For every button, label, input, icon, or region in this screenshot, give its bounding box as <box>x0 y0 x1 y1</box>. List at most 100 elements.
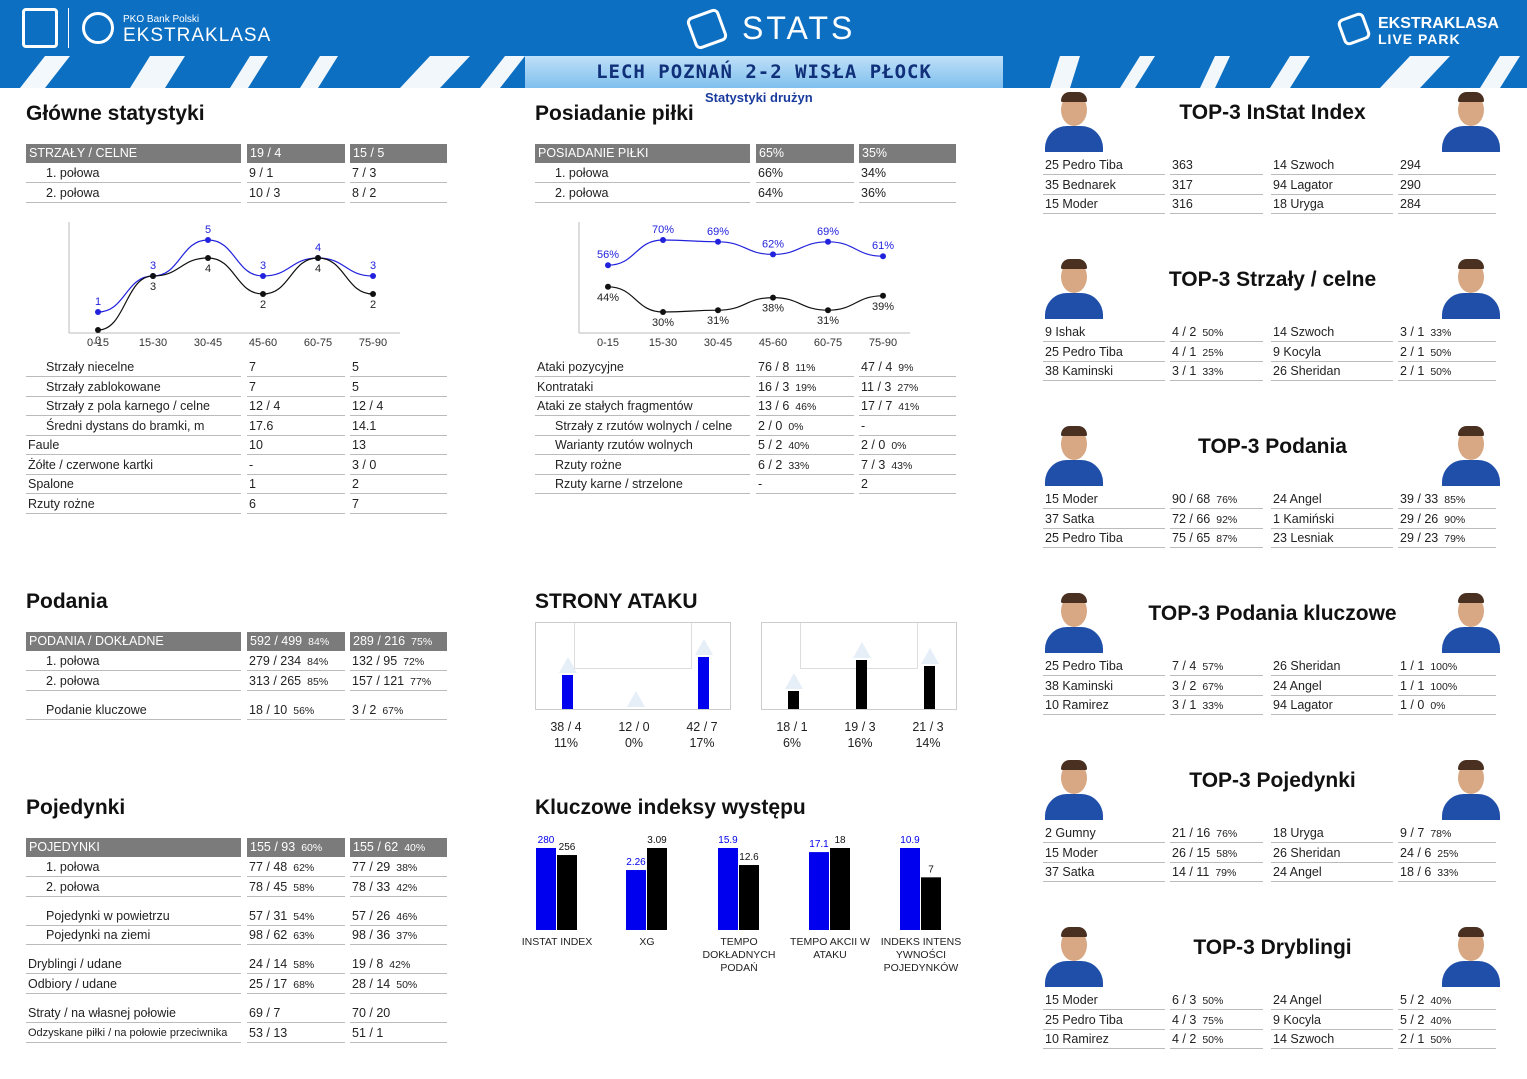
player-name: 26 Sheridan <box>1271 362 1393 381</box>
x-tick-label: 0-15 <box>597 337 619 349</box>
player-value: 1 / 1 100% <box>1398 677 1496 696</box>
header-away: 155 / 62 40% <box>350 838 447 857</box>
arrow-icon <box>695 639 713 655</box>
row-label: Rzuty rożne <box>535 456 750 475</box>
row-percent: 25% <box>1437 847 1459 860</box>
divider <box>68 8 69 48</box>
bar-category-label: DOKŁADNYCH <box>703 949 776 961</box>
row-away: 34% <box>859 164 956 183</box>
row-percent: 38% <box>396 862 418 874</box>
data-point <box>660 237 666 243</box>
player-name: 23 Lesniak <box>1271 529 1393 548</box>
data-point <box>205 255 211 261</box>
top-banner <box>0 0 1527 56</box>
row-away: 36% <box>859 184 956 203</box>
header-away: 289 / 216 75% <box>350 632 447 651</box>
row-away: 12 / 4 <box>350 397 447 416</box>
player-name: 9 Kocyla <box>1271 343 1393 362</box>
row-percent: 57% <box>1202 661 1224 673</box>
row-away: 5 <box>350 378 447 397</box>
league-label: EKSTRAKLASA <box>123 25 272 46</box>
row-label: Spalone <box>26 475 241 494</box>
row-percent: 77% <box>410 676 432 688</box>
player-value: 9 / 7 78% <box>1398 824 1496 843</box>
row-away: 157 / 121 77% <box>350 672 447 691</box>
bar-value: 256 <box>559 842 576 853</box>
row-home: 17.6 <box>247 417 345 436</box>
player-value: 39 / 33 85% <box>1398 490 1496 509</box>
bar-category-label: POJEDYNKÓW <box>884 961 959 974</box>
row-label: Strzały zablokowane <box>26 378 241 397</box>
row-home: 10 <box>247 436 345 455</box>
row-away: 13 <box>350 436 447 455</box>
row-percent: 84% <box>308 636 330 648</box>
attack-value: 18 / 1 <box>776 720 808 734</box>
arrow-icon <box>921 648 939 665</box>
bar-value: 7 <box>928 864 934 875</box>
player-value: 290 <box>1398 176 1496 195</box>
data-point <box>715 238 721 245</box>
top3-title: TOP-3 Pojedynki <box>1189 769 1356 792</box>
row-home: 313 / 265 85% <box>247 672 345 691</box>
player-hair <box>1061 426 1087 436</box>
data-label: 4 <box>315 263 321 275</box>
data-point <box>95 327 101 333</box>
kpi-title: Kluczowe indeksy występu <box>535 796 806 819</box>
row-label: Strzały z pola karnego / celne <box>26 397 241 416</box>
row-label: 1. połowa <box>26 164 241 183</box>
row-percent: 40% <box>1430 1014 1452 1027</box>
data-point <box>880 292 886 299</box>
player-photo <box>1043 424 1105 486</box>
player-value: 2 / 1 50% <box>1398 1030 1496 1049</box>
row-label: Odbiory / udane <box>26 975 241 994</box>
row-label: Średni dystans do bramki, m <box>26 417 241 436</box>
player-name: 24 Angel <box>1271 863 1393 882</box>
arrow-icon <box>853 642 871 659</box>
player-name: 37 Satka <box>1043 863 1165 882</box>
row-percent: 50% <box>1202 1034 1224 1046</box>
row-home: 77 / 48 62% <box>247 858 345 877</box>
player-hair <box>1458 760 1484 770</box>
row-percent: 76% <box>1216 828 1238 840</box>
player-value: 316 <box>1170 195 1263 214</box>
data-label: 3 <box>150 260 156 272</box>
row-label: Ataki ze stałych fragmentów <box>535 397 750 416</box>
player-value: 4 / 3 75% <box>1170 1011 1263 1030</box>
data-point <box>205 237 211 243</box>
row-percent: 68% <box>293 979 315 991</box>
row-away: 47 / 4 9% <box>859 358 956 377</box>
row-percent: 100% <box>1430 680 1458 693</box>
row-percent: 50% <box>1202 327 1224 339</box>
player-name: 25 Pedro Tiba <box>1043 1011 1165 1030</box>
data-point <box>260 291 266 297</box>
row-percent: 76% <box>1216 494 1238 506</box>
player-name: 35 Bednarek <box>1043 176 1165 195</box>
top3-title: TOP-3 InStat Index <box>1179 101 1366 124</box>
row-label: Warianty rzutów wolnych <box>535 436 750 455</box>
data-label: 44% <box>597 292 619 304</box>
bar <box>900 848 920 930</box>
row-percent: 90% <box>1444 513 1466 526</box>
row-percent: 40% <box>404 842 426 854</box>
player-value: 4 / 1 25% <box>1170 343 1263 362</box>
player-shirt <box>1045 460 1103 486</box>
player-name: 14 Szwoch <box>1271 323 1393 342</box>
x-tick-label: 45-60 <box>759 337 787 349</box>
row-percent: 37% <box>396 930 418 942</box>
row-percent: 58% <box>293 882 315 894</box>
top3-title: TOP-3 Podania kluczowe <box>1148 602 1397 625</box>
player-value: 3 / 1 33% <box>1398 323 1496 342</box>
bar <box>921 877 941 930</box>
series-line <box>607 286 884 313</box>
player-value: 26 / 15 58% <box>1170 844 1263 863</box>
row-label: Pojedynki na ziemi <box>26 926 241 945</box>
player-value: 72 / 66 92% <box>1170 510 1263 529</box>
data-label: 3 <box>260 260 266 272</box>
data-label: 69% <box>707 226 729 238</box>
row-label: 1. połowa <box>26 858 241 877</box>
attack-bar <box>856 660 867 709</box>
player-shirt <box>1045 293 1103 319</box>
row-label: Straty / na własnej połowie <box>26 1004 241 1023</box>
player-hair <box>1061 259 1087 269</box>
row-away: 2 / 0 0% <box>859 436 956 455</box>
